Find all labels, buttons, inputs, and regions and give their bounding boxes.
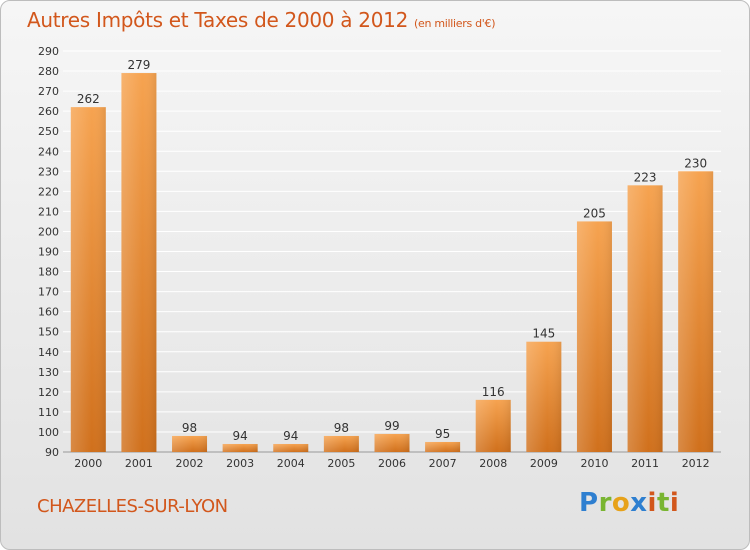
- y-tick-label: 130: [38, 366, 59, 379]
- x-tick-label: 2001: [125, 457, 153, 470]
- y-tick-label: 250: [38, 125, 59, 138]
- bar-shading: [121, 73, 157, 453]
- bar-shading: [273, 443, 309, 452]
- x-tick-label: 2003: [226, 457, 254, 470]
- bar-shading: [70, 107, 106, 452]
- x-tick-label: 2009: [530, 457, 558, 470]
- y-tick-label: 100: [38, 426, 59, 439]
- y-tick-label: 280: [38, 65, 59, 78]
- data-label: 98: [182, 421, 197, 435]
- y-tick-label: 240: [38, 145, 59, 158]
- data-label: 94: [233, 429, 248, 443]
- x-tick-label: 2002: [176, 457, 204, 470]
- y-tick-label: 230: [38, 165, 59, 178]
- x-tick-label: 2005: [327, 457, 355, 470]
- chart-title-main: Autres Impôts et Taxes de 2000 à 2012: [27, 8, 408, 32]
- data-label: 99: [384, 419, 399, 433]
- chart-title-unit: (en milliers d'€): [414, 17, 496, 30]
- x-tick-label: 2011: [631, 457, 659, 470]
- data-label: 145: [532, 327, 555, 341]
- y-tick-label: 150: [38, 326, 59, 339]
- commune-name: CHAZELLES-SUR-LYON: [37, 496, 228, 517]
- y-tick-label: 180: [38, 266, 59, 279]
- y-tick-label: 160: [38, 306, 59, 319]
- y-tick-label: 90: [45, 446, 59, 459]
- bar-shading: [374, 433, 410, 452]
- data-label: 230: [684, 156, 707, 170]
- chart-title: Autres Impôts et Taxes de 2000 à 2012 (en…: [27, 8, 495, 32]
- y-tick-label: 270: [38, 85, 59, 98]
- y-tick-label: 200: [38, 225, 59, 238]
- y-tick-label: 170: [38, 286, 59, 299]
- data-label: 279: [127, 58, 150, 72]
- data-label: 98: [334, 421, 349, 435]
- y-tick-label: 210: [38, 205, 59, 218]
- data-label: 223: [634, 170, 657, 184]
- proxiti-logo: Proxiti: [579, 488, 680, 518]
- x-tick-label: 2010: [580, 457, 608, 470]
- x-tick-label: 2008: [479, 457, 507, 470]
- y-tick-label: 110: [38, 406, 59, 419]
- bar-shading: [627, 185, 663, 452]
- data-label: 94: [283, 429, 298, 443]
- x-tick-label: 2000: [74, 457, 102, 470]
- y-tick-label: 290: [38, 45, 59, 58]
- bar-shading: [425, 441, 461, 452]
- y-tick-label: 190: [38, 246, 59, 259]
- bar-shading: [323, 435, 359, 452]
- bar-shading: [576, 221, 612, 452]
- y-tick-label: 220: [38, 185, 59, 198]
- x-tick-label: 2012: [682, 457, 710, 470]
- y-tick-label: 120: [38, 386, 59, 399]
- x-tick-label: 2006: [378, 457, 406, 470]
- data-label: 95: [435, 427, 450, 441]
- x-tick-label: 2004: [277, 457, 305, 470]
- data-label: 262: [77, 92, 100, 106]
- bar-shading: [222, 443, 258, 452]
- y-tick-label: 260: [38, 105, 59, 118]
- bar-shading: [526, 341, 562, 452]
- bar-shading: [172, 435, 208, 452]
- data-label: 205: [583, 206, 606, 220]
- bar-shading: [475, 399, 511, 452]
- y-tick-label: 140: [38, 346, 59, 359]
- data-label: 116: [482, 385, 505, 399]
- x-tick-label: 2007: [429, 457, 457, 470]
- bar-shading: [678, 171, 714, 453]
